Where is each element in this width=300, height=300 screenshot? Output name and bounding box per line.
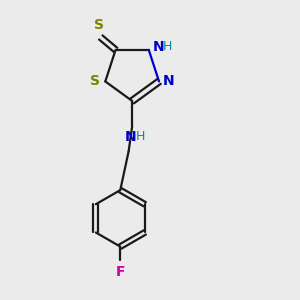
Text: N: N — [163, 74, 174, 88]
Text: N: N — [152, 40, 164, 54]
Text: N: N — [125, 130, 136, 144]
Text: H: H — [136, 130, 145, 143]
Text: H: H — [163, 40, 172, 53]
Text: F: F — [116, 265, 125, 279]
Text: S: S — [94, 18, 104, 32]
Text: S: S — [90, 74, 100, 88]
